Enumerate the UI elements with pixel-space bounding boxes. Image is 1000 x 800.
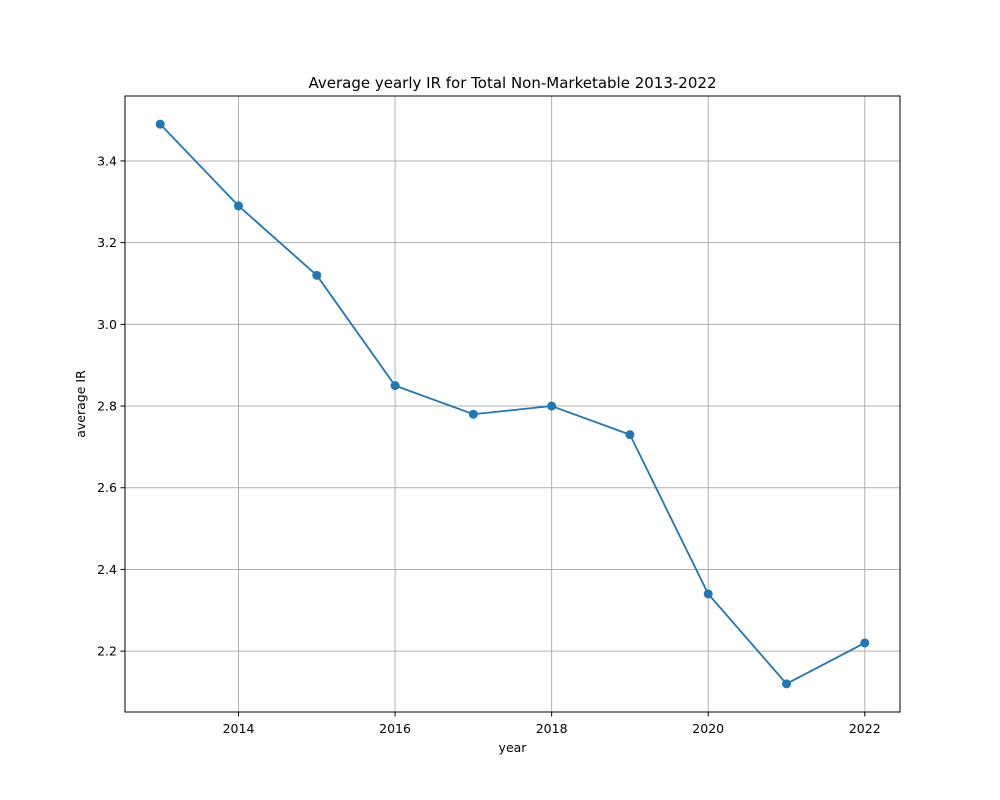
- x-tick-label: 2018: [536, 721, 568, 736]
- x-tick-label: 2020: [692, 721, 724, 736]
- y-tick-label: 2.6: [97, 480, 117, 495]
- data-point[interactable]: [625, 430, 635, 440]
- data-point[interactable]: [703, 589, 713, 599]
- data-point[interactable]: [155, 119, 165, 129]
- y-tick-label: 3.2: [97, 235, 117, 250]
- x-tick-label: 2016: [379, 721, 411, 736]
- y-tick-label: 3.0: [97, 317, 117, 332]
- y-tick-label: 2.8: [97, 399, 117, 414]
- grid: [125, 96, 900, 712]
- series-layer: [155, 119, 870, 689]
- y-tick-label: 3.4: [97, 153, 117, 168]
- y-tick-label: 2.4: [97, 562, 117, 577]
- data-point[interactable]: [781, 679, 791, 689]
- x-axis-label: year: [499, 740, 528, 755]
- data-point[interactable]: [312, 270, 322, 280]
- series-line: [159, 123, 866, 685]
- chart-title: Average yearly IR for Total Non-Marketab…: [309, 74, 717, 92]
- data-point[interactable]: [468, 409, 478, 419]
- data-point[interactable]: [860, 638, 870, 648]
- data-point[interactable]: [390, 381, 400, 391]
- x-tick-label: 2022: [849, 721, 881, 736]
- y-tick-label: 2.2: [97, 644, 117, 659]
- x-tick-label: 2014: [223, 721, 255, 736]
- axis-ticks: 2014 2016 2018 2020 2022 2.2 2.4 2.6 2.8 3.0 3.2 3.…: [97, 153, 881, 736]
- data-point[interactable]: [234, 201, 244, 211]
- data-point[interactable]: [547, 401, 557, 411]
- y-axis-label: average IR: [73, 370, 88, 438]
- plot-area-frame: [124, 95, 901, 713]
